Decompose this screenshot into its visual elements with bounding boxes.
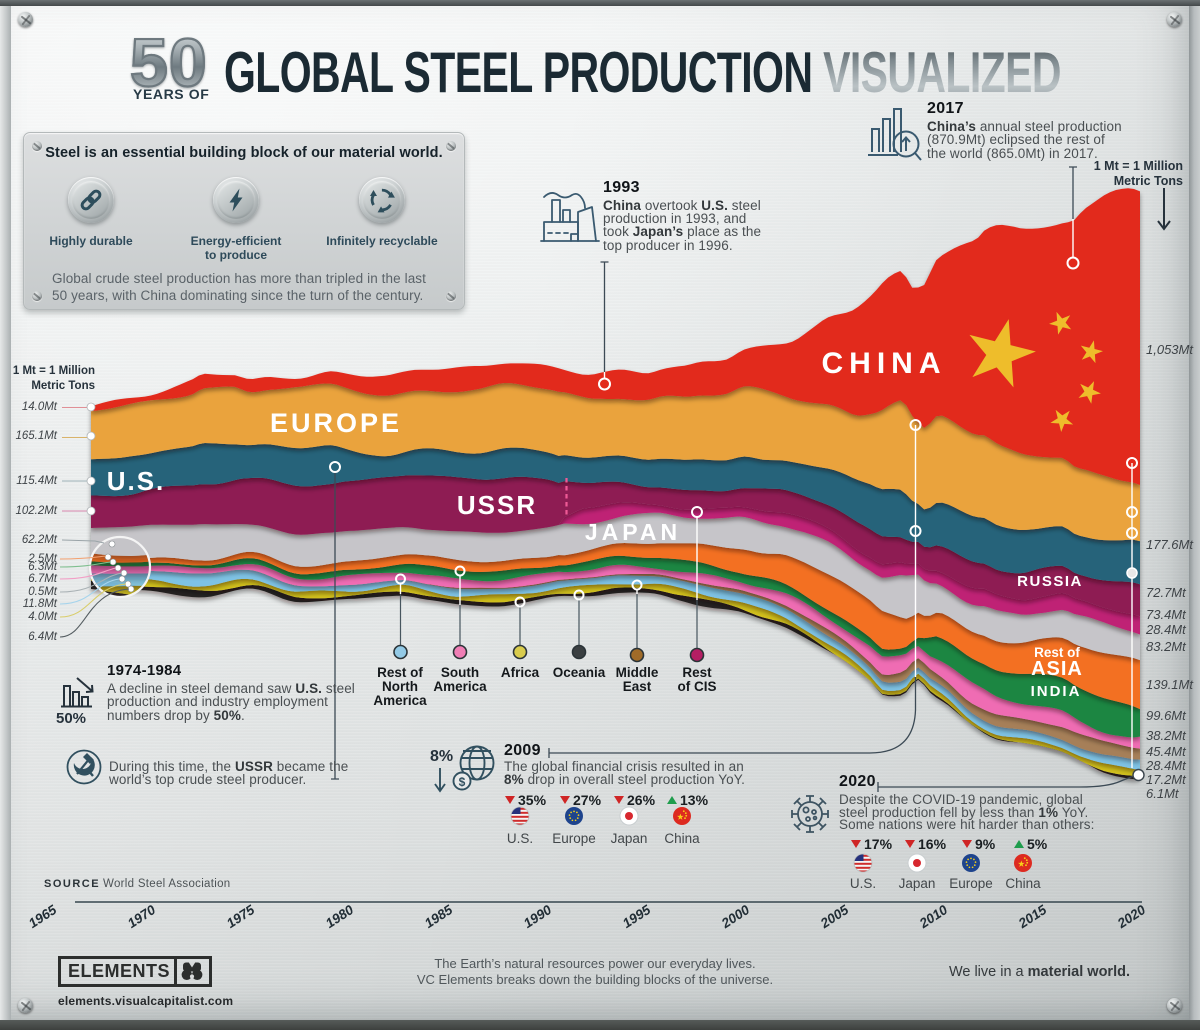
svg-text:$: $ (459, 775, 466, 789)
